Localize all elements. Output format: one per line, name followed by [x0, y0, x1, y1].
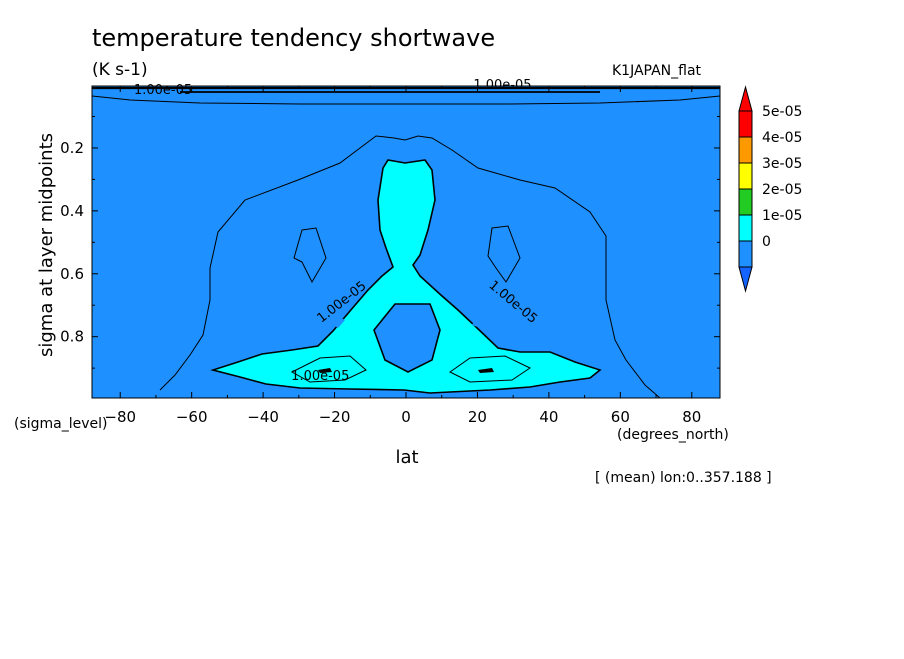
contour-line-inner-right [449, 355, 532, 383]
legend-label: 3e-05 [762, 156, 802, 172]
contour-label: 1.00e-05 [291, 369, 349, 384]
contour-notch-left [326, 312, 345, 328]
y-tick-label: 0.6 [60, 265, 84, 283]
chart-title: temperature tendency shortwave [92, 24, 495, 52]
dataset-name: K1JAPAN_flat [612, 63, 702, 79]
x-tick-label: 60 [611, 408, 630, 426]
contour-line-blob-right [487, 225, 521, 283]
legend-box [738, 136, 753, 164]
contour-core-left [318, 368, 332, 373]
chart-units: (K s-1) [92, 60, 148, 80]
x-tick-label: 80 [682, 408, 701, 426]
contour-line-top [91, 95, 721, 105]
x-tick-label: 0 [401, 408, 411, 426]
y-axis: 0.2 0.4 0.6 0.8 [60, 116, 720, 369]
contour-notch-right [472, 316, 494, 330]
contour-core-right [478, 368, 494, 373]
legend-label: 4e-05 [762, 130, 802, 146]
color-legend: 5e-05 4e-05 3e-05 2e-05 1e-05 0 [738, 85, 802, 293]
x-tick-label: −80 [104, 408, 136, 426]
legend-label: 5e-05 [762, 104, 802, 120]
y-axis-units: (sigma_level) [14, 416, 108, 432]
contour-line-inner-left [290, 355, 367, 383]
footnote: [ (mean) lon:0..357.188 ] [595, 470, 772, 486]
legend-over-triangle [738, 85, 753, 112]
x-tick-label: 40 [539, 408, 558, 426]
contour-line-outer [159, 135, 661, 399]
plot-area [91, 85, 721, 399]
x-tick-label: −20 [319, 408, 351, 426]
legend-box [738, 110, 753, 138]
legend-label: 1e-05 [762, 208, 802, 224]
y-tick-label: 0.8 [60, 328, 84, 346]
x-axis-units: (degrees_north) [617, 427, 729, 443]
legend-label: 0 [762, 234, 771, 250]
x-axis: −80 −60 −40 −20 0 20 40 60 80 [104, 86, 701, 426]
contour-fill-1e-05 [210, 159, 602, 394]
legend-box [738, 214, 753, 242]
legend-box [738, 162, 753, 190]
legend-label: 2e-05 [762, 182, 802, 198]
x-tick-label: −60 [176, 408, 208, 426]
y-tick-label: 0.2 [60, 139, 84, 157]
contour-label: 1.00e-05 [473, 78, 531, 93]
y-axis-label: sigma at layer midpoints [36, 133, 57, 357]
contour-label: 1.00e-05 [134, 83, 192, 98]
legend-box [738, 240, 753, 268]
x-axis-label: lat [395, 447, 418, 468]
contour-line-blob-left [293, 227, 327, 284]
x-tick-label: −40 [247, 408, 279, 426]
legend-under-triangle [738, 266, 753, 293]
y-tick-label: 0.4 [60, 202, 84, 220]
contour-hole [373, 303, 441, 373]
x-tick-label: 20 [468, 408, 487, 426]
legend-box [738, 188, 753, 216]
